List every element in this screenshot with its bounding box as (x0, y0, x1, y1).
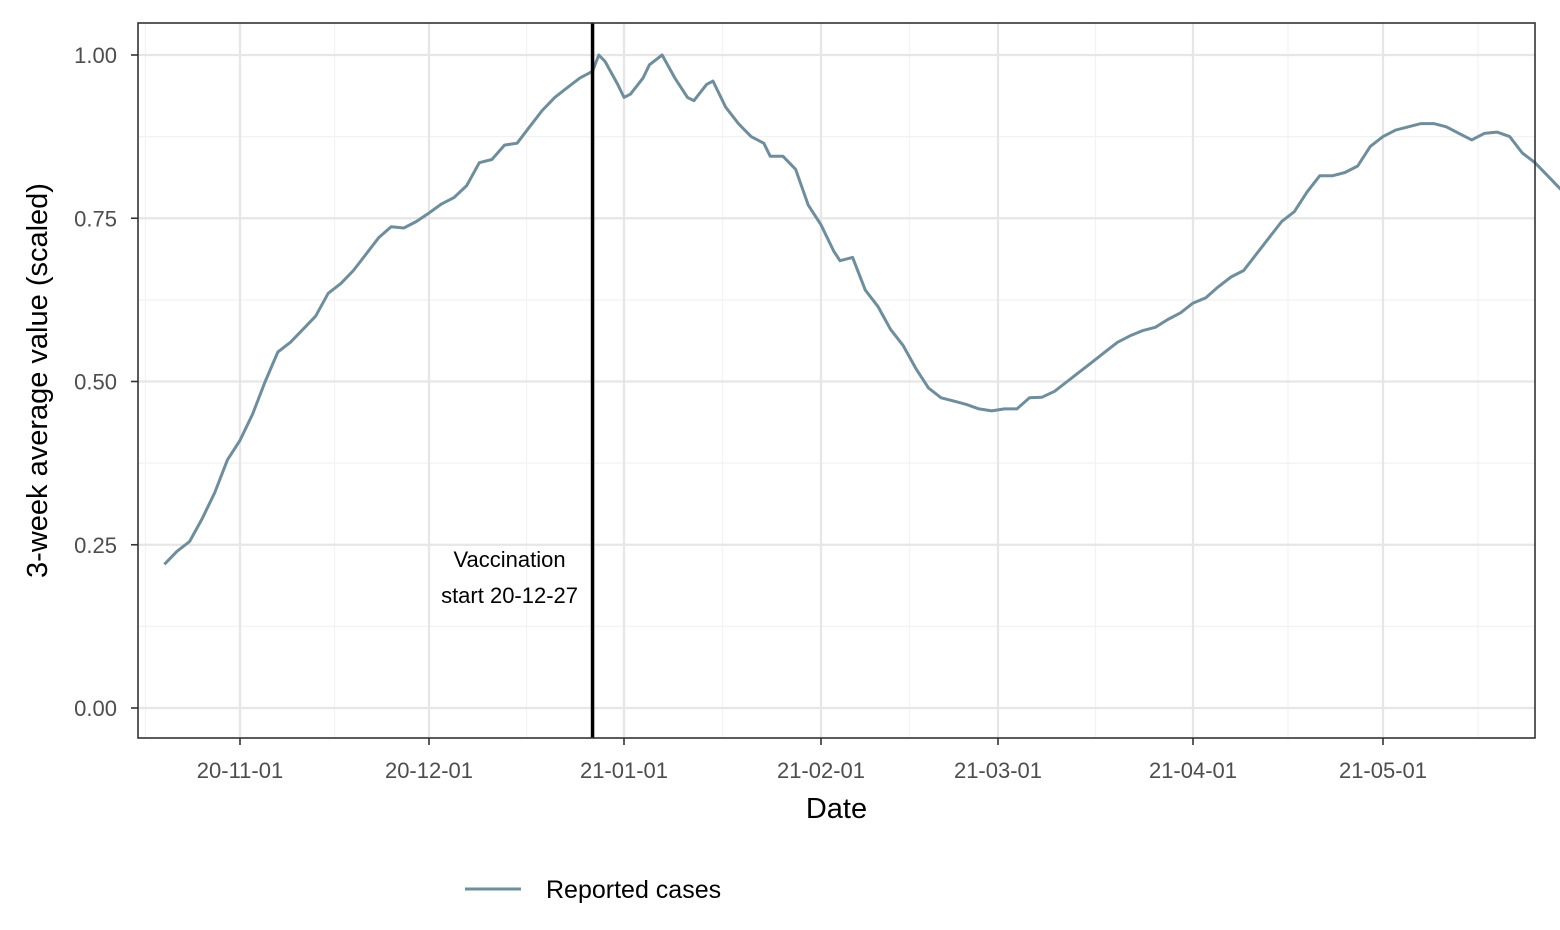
y-tick-label: 0.00 (74, 696, 117, 721)
series-line-reported-cases (163, 53, 1560, 566)
legend-label: Reported cases (546, 876, 721, 904)
x-tick-label: 21-01-01 (580, 758, 668, 783)
vaccination-marker: Vaccination start 20-12-27 (441, 23, 595, 738)
series-lines (163, 53, 1560, 566)
y-tick-label: 0.50 (74, 370, 117, 395)
vaccination-label: start 20-12-27 (441, 583, 578, 608)
y-tick-label: 0.25 (74, 533, 117, 558)
vaccination-label: Vaccination (453, 547, 565, 572)
y-tick-label: 0.75 (74, 206, 117, 231)
x-tick-label: 20-12-01 (385, 758, 473, 783)
axes: 20-11-01 20-12-01 21-01-01 21-02-01 21-03-01… (74, 43, 1427, 783)
y-axis-title: 3-week average value (scaled) (22, 183, 54, 578)
x-tick-label: 21-03-01 (954, 758, 1042, 783)
x-tick-label: 20-11-01 (197, 758, 283, 783)
plot-panel-border (137, 22, 1536, 739)
x-tick-label: 21-05-01 (1339, 758, 1427, 783)
grid-lines (138, 23, 1535, 738)
x-tick-label: 21-04-01 (1149, 758, 1237, 783)
x-axis-title: Date (806, 793, 867, 825)
x-tick-label: 21-02-01 (777, 758, 865, 783)
y-tick-label: 1.00 (74, 43, 117, 68)
legend: Reported cases (465, 876, 721, 904)
